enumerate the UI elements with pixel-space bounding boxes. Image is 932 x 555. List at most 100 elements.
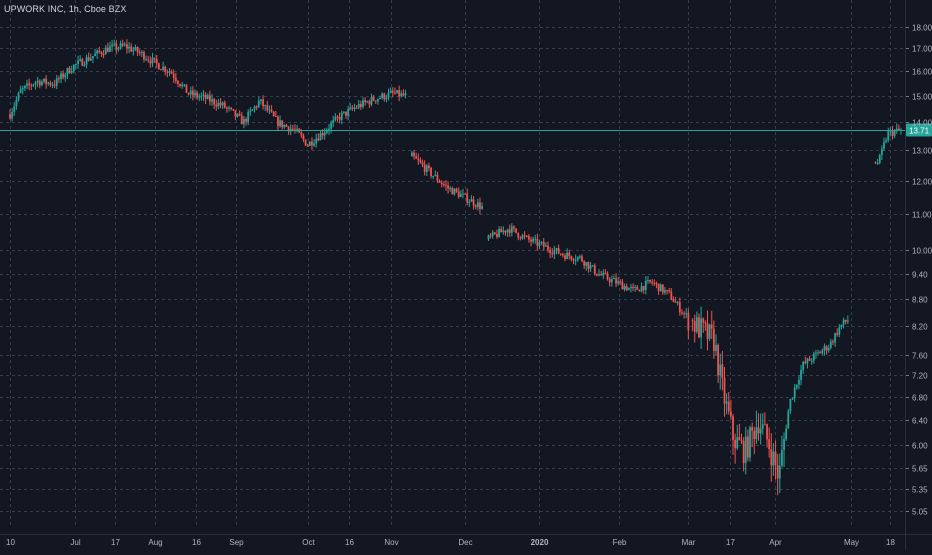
candle-body [285,124,288,127]
candle-body [634,286,637,288]
candle-body [308,141,311,146]
candle-body [30,85,33,87]
candle-body [311,141,313,146]
candle-body [536,238,539,246]
candle-body [374,100,377,102]
candle-body [238,114,241,116]
candle-body [442,184,445,186]
candle-body [172,73,175,78]
candle-body [17,92,20,100]
candle-body [589,265,592,269]
x-tick-label: 18 [886,538,895,547]
candle-body [795,384,798,388]
y-tick-label: 10.00 [912,247,932,256]
candle-body [838,327,841,335]
candle-body [342,111,345,113]
candle-body [328,128,330,131]
x-tick-label: 17 [726,538,735,547]
candle-body [100,52,103,55]
candle-body [32,84,35,86]
candle-body [436,174,439,181]
candle-body [170,71,173,74]
y-tick-label: 6.80 [912,394,928,403]
chart-title: UPWORK INC, 1h, Cboe BZX [4,4,127,14]
candle-body [572,259,575,261]
candle-body [895,128,898,131]
candle-body [834,333,836,343]
x-tick-label: 10 [6,538,15,547]
candle-body [455,188,458,192]
candle-body [596,273,598,276]
candle-body [211,99,213,102]
candle-body [281,120,284,128]
candle-body [761,424,764,429]
candle-body [49,82,52,85]
candle-body [255,106,258,108]
candle-body [804,361,807,364]
candle-body [206,95,209,99]
candle-body [370,97,373,105]
candle-body [434,174,437,176]
candle-body [264,105,267,107]
candle-body [517,232,520,238]
candle-body [880,148,883,155]
candle-body [893,130,896,136]
x-tick-label: 16 [192,538,201,547]
candle-body [249,110,252,113]
candle-body [493,232,496,235]
candle-body [564,255,566,259]
candle-body [500,228,503,233]
candle-body [355,107,358,109]
x-tick-label: Aug [148,538,162,547]
candle-body [181,84,184,87]
candle-body [425,165,428,172]
candle-body [87,57,90,61]
candle-body [644,280,647,291]
candle-body [196,92,199,98]
candle-body [75,64,77,66]
candle-body [194,92,196,96]
candle-body [19,89,22,93]
x-tick-label: 2020 [531,538,549,547]
candle-body [60,73,62,80]
candle-body [527,236,530,240]
candle-body [109,46,111,52]
candle-body [532,238,535,242]
candle-body [304,139,307,146]
candle-body [402,93,405,96]
candle-body [549,249,552,253]
candle-body [9,114,11,119]
candle-body [638,289,641,292]
candle-body [840,324,843,328]
candle-body [340,112,343,120]
candle-body [55,78,58,86]
candle-body [362,100,364,107]
candle-body [557,248,560,254]
candle-body [51,84,54,86]
candle-body [504,230,507,233]
y-tick-label: 11.00 [912,211,932,220]
candle-body [334,116,337,121]
candle-body [345,111,347,116]
candle-body [300,132,303,136]
candle-body [155,58,158,64]
x-tick-label: Dec [458,538,472,547]
candle-body [791,397,794,400]
candle-body [574,259,577,261]
candle-body [79,59,82,61]
y-tick-label: 17.00 [912,45,932,54]
candle-body [247,112,250,122]
candle-body [581,256,583,262]
y-tick-label: 5.65 [912,465,928,474]
candle-body [802,361,805,370]
candle-body [234,110,237,117]
candle-body [576,257,579,260]
candle-body [21,88,24,90]
candle-body [323,132,326,136]
candle-body [510,226,513,233]
candle-body [359,104,362,107]
candle-body [138,52,141,54]
candle-body [347,109,350,116]
